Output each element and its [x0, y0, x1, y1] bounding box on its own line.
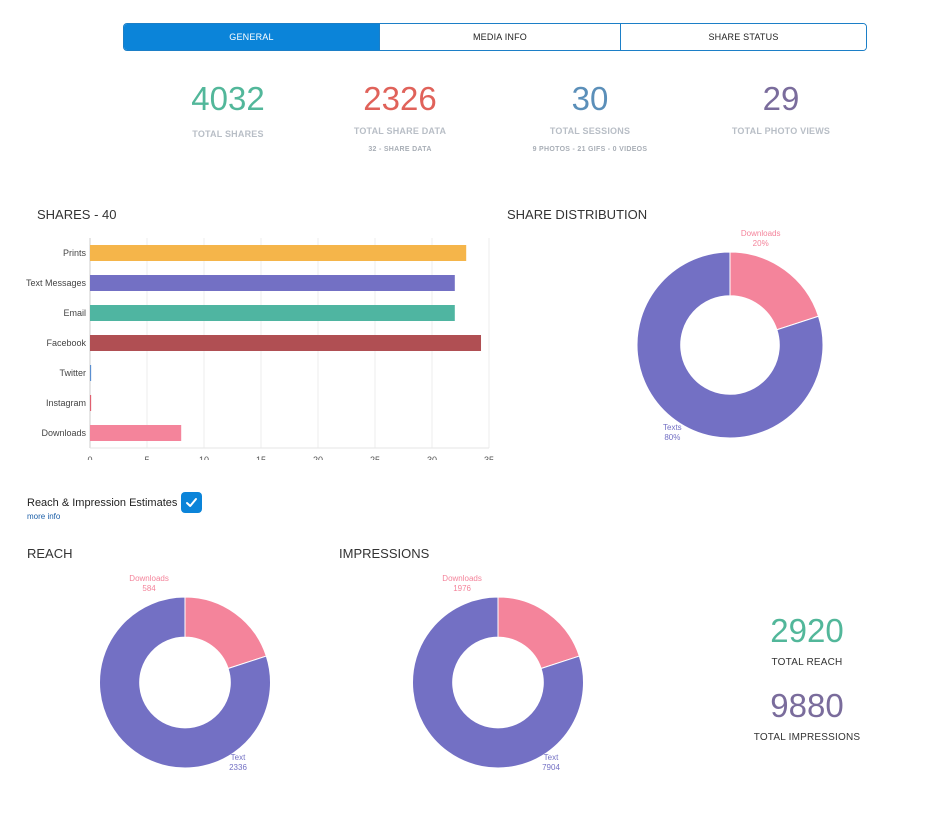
- bar-prints: [90, 245, 467, 261]
- stat-label: TOTAL PHOTO VIEWS: [731, 126, 831, 136]
- slice-value-label: 20%: [753, 239, 769, 248]
- category-label: Twitter: [59, 368, 86, 378]
- reach-estimates-checkbox[interactable]: [181, 492, 203, 513]
- distribution-chart-title: SHARE DISTRIBUTION: [507, 207, 648, 222]
- slice-text: [99, 596, 271, 769]
- x-tick-label: 35: [484, 455, 494, 460]
- stat-value: 30: [571, 80, 609, 117]
- reach-toggle-label: Reach & Impression Estimates: [27, 496, 178, 509]
- slice-value-label: 1976: [453, 584, 471, 593]
- slice-value-label: 2336: [229, 763, 247, 772]
- stat-subtext: 9 PHOTOS - 21 GIFS - 0 VIDEOS: [532, 146, 648, 153]
- stat-label: TOTAL SHARE DATA: [353, 126, 447, 136]
- category-label: Text Messages: [26, 278, 87, 288]
- stat-value: 29: [762, 80, 800, 117]
- total-reach: 2920 TOTAL REACH: [707, 612, 907, 669]
- category-label: Facebook: [46, 338, 86, 348]
- x-tick-label: 15: [256, 455, 266, 460]
- stat-total-sessions: 30 TOTAL SESSIONS 9 PHOTOS - 21 GIFS - 0…: [490, 80, 690, 154]
- slice-value-label: 584: [142, 584, 156, 593]
- slice-label: Texts: [663, 423, 682, 432]
- slice-downloads: [729, 251, 820, 331]
- stat-total-share-data: 2326 TOTAL SHARE DATA 32 - SHARE DATA: [300, 80, 500, 154]
- x-tick-label: 0: [87, 455, 92, 460]
- slice-label: Text: [231, 753, 246, 762]
- tab-general[interactable]: GENERAL: [124, 24, 379, 50]
- stat-value: 4032: [191, 80, 265, 117]
- stat-value: 2326: [363, 80, 437, 117]
- tab-media-info[interactable]: MEDIA INFO: [379, 24, 620, 50]
- tab-bar: GENERAL MEDIA INFO SHARE STATUS: [123, 23, 867, 51]
- total-impressions-value: 9880: [770, 687, 844, 724]
- bar-downloads: [90, 425, 182, 441]
- category-label: Prints: [63, 248, 87, 258]
- bar-twitter: [90, 365, 92, 381]
- stat-label: TOTAL SESSIONS: [549, 126, 631, 136]
- bar-email: [90, 305, 455, 321]
- reach-impression-toggle: Reach & Impression Estimates: [27, 492, 203, 513]
- shares-bar-chart: 0 5 10 15 20 25 30 35 Prints Text Messages Email Fa…: [26, 238, 494, 460]
- tab-share-status[interactable]: SHARE STATUS: [620, 24, 866, 50]
- x-tick-label: 10: [199, 455, 209, 460]
- bar-facebook: [90, 335, 482, 351]
- slice-label: Text: [544, 753, 559, 762]
- bar-text-messages: [90, 275, 455, 291]
- slice-label: Downloads: [129, 575, 169, 583]
- total-reach-label: TOTAL REACH: [771, 657, 843, 668]
- impressions-chart-title: IMPRESSIONS: [339, 546, 430, 561]
- total-reach-value: 2920: [770, 612, 844, 649]
- slice-downloads: [497, 596, 580, 670]
- more-info-link[interactable]: more info: [27, 512, 61, 521]
- bar-instagram: [90, 395, 92, 411]
- slice-text: [412, 596, 584, 769]
- total-impressions: 9880 TOTAL IMPRESSIONS: [707, 687, 907, 744]
- slice-value-label: 80%: [664, 433, 680, 442]
- category-label: Downloads: [41, 428, 86, 438]
- category-label: Email: [63, 308, 86, 318]
- stat-total-photo-views: 29 TOTAL PHOTO VIEWS: [681, 80, 881, 137]
- slice-value-label: 7904: [542, 763, 560, 772]
- slice-label: Downloads: [741, 230, 781, 238]
- stat-total-shares: 4032 TOTAL SHARES: [128, 80, 328, 140]
- x-tick-label: 30: [427, 455, 437, 460]
- category-label: Instagram: [46, 398, 86, 408]
- stat-subtext: 32 - SHARE DATA: [368, 146, 432, 153]
- slice-texts: [636, 251, 824, 439]
- x-tick-label: 20: [313, 455, 323, 460]
- total-impressions-label: TOTAL IMPRESSIONS: [753, 732, 861, 743]
- stat-label: TOTAL SHARES: [192, 129, 264, 139]
- x-tick-label: 5: [144, 455, 149, 460]
- slice-label: Downloads: [442, 575, 482, 583]
- x-tick-label: 25: [370, 455, 380, 460]
- shares-chart-title: SHARES - 40: [37, 207, 117, 222]
- reach-chart-title: REACH: [27, 546, 73, 561]
- slice-downloads: [184, 596, 267, 670]
- check-icon: [186, 498, 198, 507]
